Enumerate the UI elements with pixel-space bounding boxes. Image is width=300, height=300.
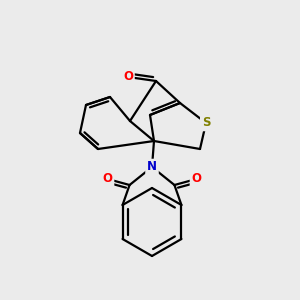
Text: O: O [103, 172, 112, 185]
Text: O: O [191, 172, 201, 185]
Text: S: S [202, 116, 210, 130]
Text: N: N [147, 160, 157, 173]
Text: O: O [123, 70, 133, 83]
